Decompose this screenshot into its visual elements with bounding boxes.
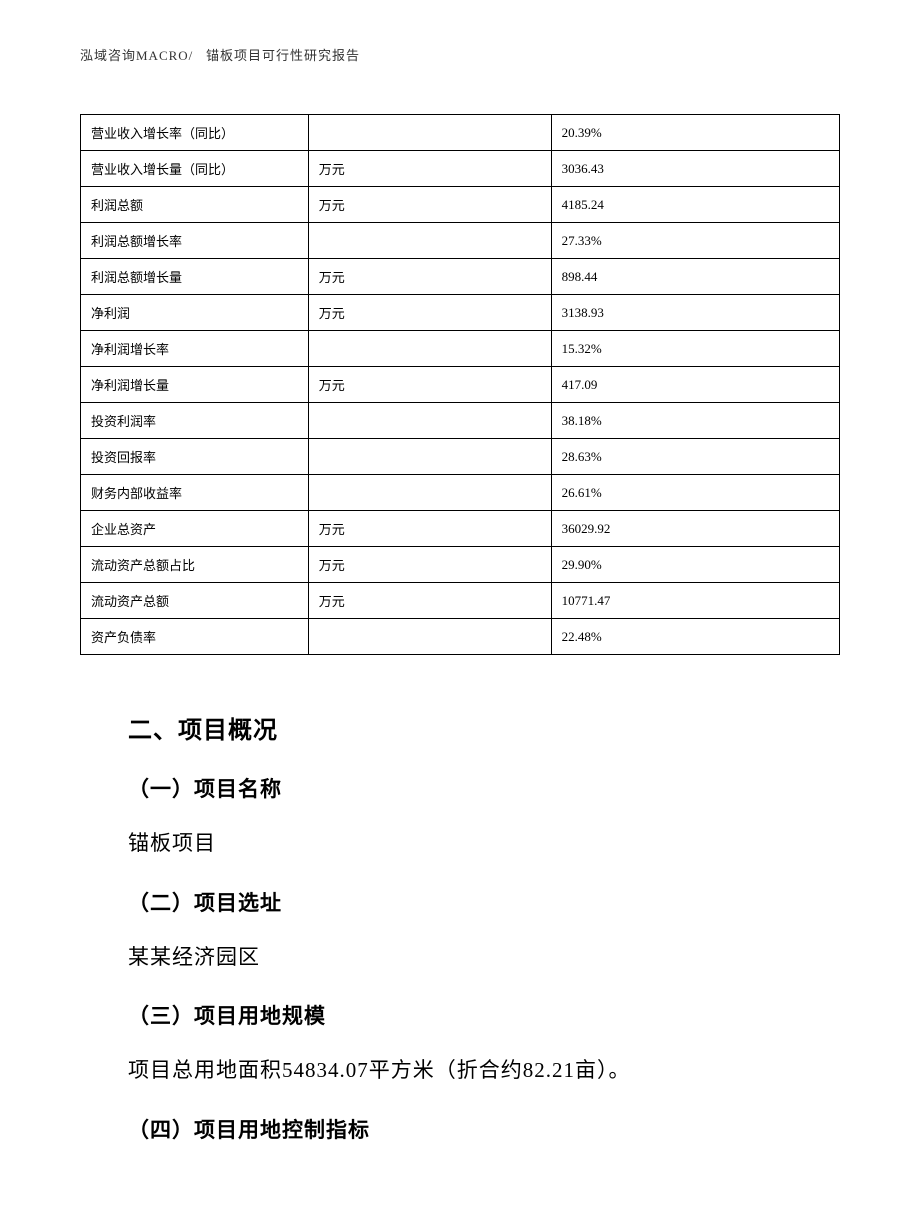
section-title: 二、项目概况 — [128, 710, 820, 745]
cell-unit — [308, 475, 551, 511]
cell-value: 38.18% — [551, 403, 839, 439]
cell-label: 利润总额 — [81, 187, 309, 223]
cell-unit — [308, 331, 551, 367]
table-row: 流动资产总额占比万元29.90% — [81, 547, 840, 583]
cell-value: 26.61% — [551, 475, 839, 511]
cell-value: 20.39% — [551, 115, 839, 151]
header-left: 泓域咨询MACRO/ — [80, 48, 193, 63]
cell-unit: 万元 — [308, 187, 551, 223]
cell-unit: 万元 — [308, 583, 551, 619]
cell-value: 10771.47 — [551, 583, 839, 619]
content-body: 二、项目概况 （一）项目名称 锚板项目 （二）项目选址 某某经济园区 （三）项目… — [80, 710, 840, 1144]
table-row: 营业收入增长率（同比） 20.39% — [81, 115, 840, 151]
header-right: 锚板项目可行性研究报告 — [206, 48, 360, 63]
cell-value: 417.09 — [551, 367, 839, 403]
table-row: 利润总额增长量万元898.44 — [81, 259, 840, 295]
table-body: 营业收入增长率（同比）20.39% 营业收入增长量（同比）万元3036.43 利… — [81, 115, 840, 655]
cell-label: 企业总资产 — [81, 511, 309, 547]
cell-unit — [308, 403, 551, 439]
cell-label: 财务内部收益率 — [81, 475, 309, 511]
cell-label: 净利润 — [81, 295, 309, 331]
table-row: 营业收入增长量（同比）万元3036.43 — [81, 151, 840, 187]
subsection-heading: （二）项目选址 — [128, 887, 820, 917]
table-row: 利润总额万元4185.24 — [81, 187, 840, 223]
cell-value: 29.90% — [551, 547, 839, 583]
cell-label: 投资回报率 — [81, 439, 309, 475]
cell-unit: 万元 — [308, 151, 551, 187]
subsection-body: 某某经济园区 — [128, 941, 820, 975]
cell-value: 3036.43 — [551, 151, 839, 187]
cell-unit: 万元 — [308, 511, 551, 547]
table-row: 净利润增长率 15.32% — [81, 331, 840, 367]
table-row: 净利润万元3138.93 — [81, 295, 840, 331]
cell-unit: 万元 — [308, 367, 551, 403]
cell-value: 15.32% — [551, 331, 839, 367]
page-header: 泓域咨询MACRO/ 锚板项目可行性研究报告 — [80, 45, 840, 64]
table-row: 企业总资产万元36029.92 — [81, 511, 840, 547]
cell-unit — [308, 115, 551, 151]
cell-label: 资产负债率 — [81, 619, 309, 655]
cell-value: 3138.93 — [551, 295, 839, 331]
table-row: 流动资产总额万元10771.47 — [81, 583, 840, 619]
cell-unit: 万元 — [308, 295, 551, 331]
financial-table: 营业收入增长率（同比）20.39% 营业收入增长量（同比）万元3036.43 利… — [80, 114, 840, 655]
cell-unit — [308, 223, 551, 259]
cell-label: 净利润增长量 — [81, 367, 309, 403]
cell-value: 27.33% — [551, 223, 839, 259]
subsection-body: 锚板项目 — [128, 827, 820, 861]
table-row: 财务内部收益率 26.61% — [81, 475, 840, 511]
cell-label: 利润总额增长率 — [81, 223, 309, 259]
table-row: 投资回报率 28.63% — [81, 439, 840, 475]
subsection-heading: （一）项目名称 — [128, 773, 820, 803]
table-row: 投资利润率 38.18% — [81, 403, 840, 439]
cell-unit: 万元 — [308, 259, 551, 295]
cell-label: 营业收入增长量（同比） — [81, 151, 309, 187]
subsection-body: 项目总用地面积54834.07平方米（折合约82.21亩）。 — [128, 1054, 820, 1088]
table-row: 资产负债率 22.48% — [81, 619, 840, 655]
cell-unit — [308, 439, 551, 475]
cell-label: 利润总额增长量 — [81, 259, 309, 295]
subsection-heading: （四）项目用地控制指标 — [128, 1114, 820, 1144]
cell-label: 流动资产总额占比 — [81, 547, 309, 583]
cell-label: 净利润增长率 — [81, 331, 309, 367]
table-row: 净利润增长量万元417.09 — [81, 367, 840, 403]
table-row: 利润总额增长率 27.33% — [81, 223, 840, 259]
cell-label: 营业收入增长率（同比） — [81, 115, 309, 151]
cell-unit: 万元 — [308, 547, 551, 583]
cell-label: 流动资产总额 — [81, 583, 309, 619]
cell-label: 投资利润率 — [81, 403, 309, 439]
subsection-heading: （三）项目用地规模 — [128, 1000, 820, 1030]
cell-value: 22.48% — [551, 619, 839, 655]
cell-value: 898.44 — [551, 259, 839, 295]
cell-unit — [308, 619, 551, 655]
cell-value: 4185.24 — [551, 187, 839, 223]
cell-value: 28.63% — [551, 439, 839, 475]
cell-value: 36029.92 — [551, 511, 839, 547]
page: 泓域咨询MACRO/ 锚板项目可行性研究报告 营业收入增长率（同比） 20.39%… — [0, 0, 920, 1228]
